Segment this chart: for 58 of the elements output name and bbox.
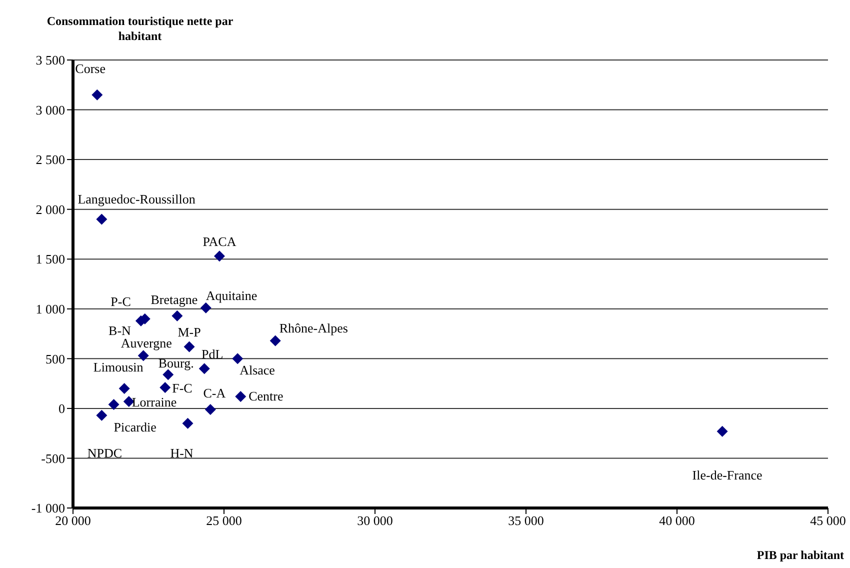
point bbox=[232, 353, 244, 364]
point bbox=[204, 404, 216, 415]
x-axis-title: PIB par habitant bbox=[756, 548, 844, 563]
x-tick-label: 45 000 bbox=[810, 513, 846, 528]
x-tick-label: 20 000 bbox=[55, 513, 91, 528]
annotation: P-C bbox=[110, 294, 131, 309]
point bbox=[214, 250, 225, 262]
y-axis-title: Consommation touristique nette par habitant bbox=[46, 14, 234, 44]
point bbox=[118, 383, 130, 394]
annotation: B-N bbox=[108, 322, 132, 338]
point bbox=[184, 341, 195, 352]
annotation: Rhône-Alpes bbox=[279, 320, 348, 336]
annotation: H-N bbox=[170, 445, 194, 460]
y-tick-label: 0 bbox=[58, 401, 65, 416]
point bbox=[198, 363, 210, 374]
point bbox=[235, 391, 246, 402]
annotation: Lorraine bbox=[132, 394, 177, 410]
y-tick-label: 2 000 bbox=[36, 202, 65, 217]
point bbox=[182, 418, 194, 429]
x-tick-label: 30 000 bbox=[357, 513, 393, 528]
point bbox=[160, 382, 171, 394]
y-tick-label: 1 000 bbox=[36, 302, 65, 317]
point bbox=[200, 302, 212, 314]
point bbox=[270, 335, 281, 346]
annotation: Ile-de-France bbox=[692, 467, 763, 482]
annotation: C-A bbox=[203, 385, 226, 400]
annotation: Bourg. bbox=[158, 356, 194, 371]
point bbox=[716, 426, 728, 437]
annotation: PdL bbox=[202, 346, 224, 362]
y-tick-label: -1 000 bbox=[31, 500, 65, 516]
annotation: Bretagne bbox=[150, 292, 198, 307]
point bbox=[108, 398, 120, 410]
annotation: F-C bbox=[172, 380, 192, 396]
y-tick-label: 3 000 bbox=[36, 102, 65, 118]
annotation: PACA bbox=[202, 234, 237, 250]
y-tick-label: 500 bbox=[46, 351, 65, 366]
y-tick-label: -500 bbox=[41, 450, 65, 466]
point bbox=[172, 310, 183, 322]
point bbox=[92, 89, 103, 100]
annotation: Corse bbox=[75, 60, 106, 76]
annotation: Limousin bbox=[93, 360, 144, 375]
annotation: NPDC bbox=[87, 445, 122, 460]
x-tick-label: 40 000 bbox=[659, 513, 695, 528]
x-tick-label: 25 000 bbox=[206, 513, 242, 528]
annotation: Languedoc-Roussillon bbox=[78, 191, 196, 206]
annotation: Picardie bbox=[114, 419, 157, 434]
y-tick-label: 3 500 bbox=[36, 52, 65, 68]
annotation: Aquitaine bbox=[206, 288, 258, 303]
point bbox=[138, 350, 149, 362]
annotation: Alsace bbox=[240, 362, 276, 378]
annotation: Centre bbox=[248, 388, 284, 404]
annotation: Auvergne bbox=[120, 336, 172, 351]
x-tick-label: 35 000 bbox=[508, 513, 544, 528]
point bbox=[96, 214, 108, 225]
point bbox=[96, 410, 108, 421]
y-tick-label: 2 500 bbox=[36, 152, 65, 168]
y-tick-label: 1 500 bbox=[36, 252, 65, 267]
annotation: M-P bbox=[178, 324, 201, 340]
